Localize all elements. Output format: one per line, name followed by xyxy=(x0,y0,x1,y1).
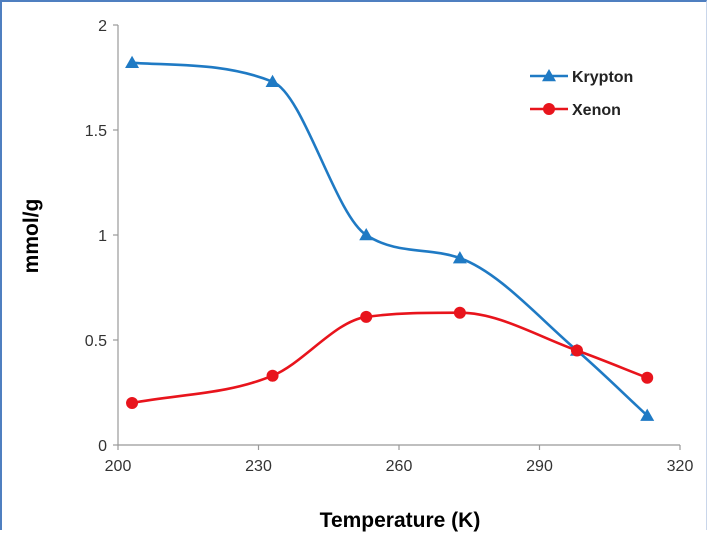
xenon-point xyxy=(126,397,139,409)
x-axis-title: Temperature (K) xyxy=(320,509,481,532)
legend-marker-krypton xyxy=(542,69,556,82)
y-axis-title: mmol/g xyxy=(20,199,43,274)
x-tick-label: 260 xyxy=(386,458,413,475)
xenon-point xyxy=(266,369,279,382)
krypton-point xyxy=(359,228,374,241)
legend-label-xenon: Xenon xyxy=(572,102,621,119)
xenon-point xyxy=(453,306,466,319)
x-tick-label: 230 xyxy=(245,458,272,475)
y-tick-label: 2 xyxy=(98,18,107,35)
krypton-line xyxy=(131,61,649,417)
krypton-point xyxy=(640,408,655,421)
x-ticks: 200 230 260 290 320 xyxy=(105,445,694,475)
y-tick-label: 1 xyxy=(98,228,107,245)
legend-item-krypton: Krypton xyxy=(530,69,633,86)
krypton-point xyxy=(452,251,467,264)
legend: Krypton Xenon xyxy=(530,69,633,119)
y-ticks: 0 0.5 1 1.5 2 xyxy=(85,18,118,455)
legend-item-xenon: Xenon xyxy=(530,102,621,119)
y-tick-label: 1.5 xyxy=(85,123,107,140)
legend-marker-xenon xyxy=(543,103,555,115)
y-tick-label: 0 xyxy=(98,438,107,455)
xenon-point xyxy=(641,371,654,384)
x-tick-label: 200 xyxy=(105,458,132,475)
x-tick-label: 320 xyxy=(667,458,694,475)
krypton-point xyxy=(265,74,280,87)
y-tick-label: 0.5 xyxy=(85,333,107,350)
xenon-point xyxy=(360,310,373,323)
series-layer xyxy=(125,55,655,421)
krypton-point xyxy=(125,55,140,69)
x-tick-label: 290 xyxy=(526,458,553,475)
xenon-line xyxy=(131,311,648,405)
xenon-point xyxy=(570,344,583,357)
series-xenon xyxy=(126,306,654,409)
legend-label-krypton: Krypton xyxy=(572,69,633,86)
